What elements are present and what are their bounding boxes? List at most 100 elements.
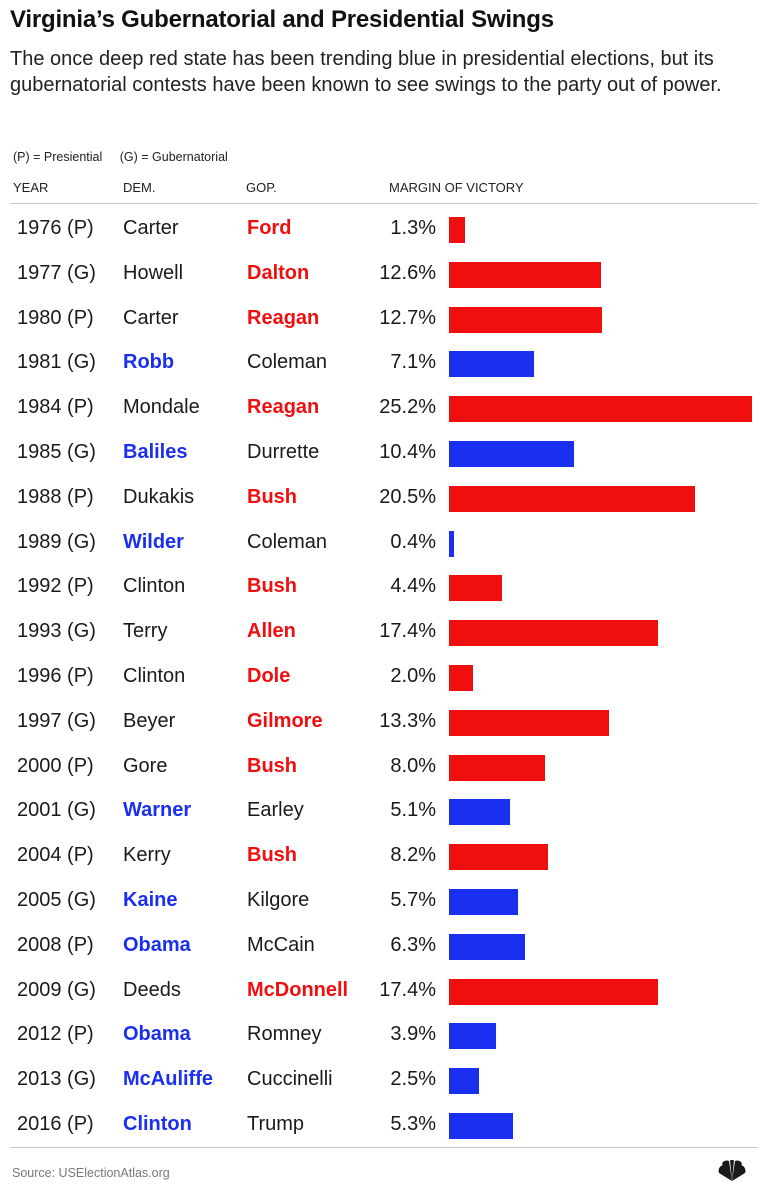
dem-candidate: Warner [123,799,192,822]
table-row: 2000 (P) Gore Bush 8.0% [0,744,760,789]
gop-candidate: Bush [247,485,297,508]
table-row: 1984 (P) Mondale Reagan 25.2% [0,385,760,430]
year-cell: 1992 (P) [17,575,94,598]
margin-bar [449,396,752,423]
footer-divider [10,1147,758,1148]
table-row: 2009 (G) Deeds McDonnell 17.4% [0,968,760,1013]
margin-label: 8.0% [390,754,436,777]
table-row: 1977 (G) Howell Dalton 12.6% [0,251,760,296]
margin-bar [449,665,474,691]
gop-candidate: Romney [247,1023,322,1046]
margin-bar [449,933,525,960]
table-row: 2016 (P) Clinton Trump 5.3% [0,1102,760,1147]
margin-bar [449,1023,496,1050]
margin-label: 5.7% [390,889,436,911]
margin-label: 0.4% [390,530,436,553]
year-cell: 1993 (G) [17,620,96,643]
margin-label: 8.2% [390,844,436,867]
table-row: 1992 (P) Clinton Bush 4.4% [0,564,760,609]
gop-candidate: Dole [247,665,291,687]
year-cell: 2001 (G) [17,799,96,822]
legend: (P) = Presiential (G) = Gubernatorial [13,150,228,164]
dem-candidate: Robb [123,351,175,374]
dem-candidate: Mondale [123,396,200,419]
gop-candidate: McDonnell [247,978,349,1001]
margin-bar [449,575,502,602]
margin-label: 12.7% [379,306,436,329]
table-row: 1997 (G) Beyer Gilmore 13.3% [0,699,760,744]
column-header-dem: DEM. [123,180,156,195]
dem-candidate: Kerry [123,844,171,867]
dem-candidate: Beyer [123,709,176,732]
margin-bar [449,799,511,826]
year-cell: 1984 (P) [17,396,94,419]
dem-candidate: Wilder [123,530,184,553]
gop-candidate: Gilmore [247,709,323,732]
table-row: 1993 (G) Terry Allen 17.4% [0,609,760,654]
gop-candidate: Reagan [247,396,320,419]
table-row: 2001 (G) Warner Earley 5.1% [0,788,760,833]
year-cell: 1977 (G) [17,261,96,284]
gop-candidate: Earley [247,799,304,822]
dem-candidate: Howell [123,261,184,284]
dem-candidate: Carter [123,217,179,239]
year-cell: 2012 (P) [17,1023,94,1046]
source-note: Source: USElectionAtlas.org [12,1166,170,1180]
gop-candidate: Reagan [247,306,320,329]
margin-bar [449,441,575,467]
dem-candidate: Kaine [123,889,178,911]
year-cell: 2005 (G) [17,889,96,911]
dem-candidate: Obama [123,1023,191,1046]
gop-candidate: Coleman [247,530,328,553]
column-header-gop: GOP. [246,180,277,195]
margin-label: 5.1% [390,799,436,822]
legend-presidential: (P) = Presiential [13,150,103,164]
gop-candidate: Coleman [247,351,328,374]
margin-label: 13.3% [379,709,436,732]
dem-candidate: Baliles [123,441,188,463]
table-row: 2012 (P) Obama Romney 3.9% [0,1012,760,1057]
table-row: 1981 (G) Robb Coleman 7.1% [0,340,760,385]
year-cell: 2016 (P) [17,1113,94,1135]
table-row: 2008 (P) Obama McCain 6.3% [0,923,760,968]
column-header-year: YEAR [13,180,49,195]
year-cell: 2013 (G) [17,1068,96,1091]
table-row: 1985 (G) Baliles Durrette 10.4% [0,430,760,475]
margin-bar [449,754,546,781]
margin-label: 4.4% [390,575,436,598]
margin-bar [449,485,696,512]
table-row: 1988 (P) Dukakis Bush 20.5% [0,475,760,520]
dem-candidate: Obama [123,933,191,956]
dem-candidate: Deeds [123,978,181,1001]
header-divider [10,203,758,204]
gop-candidate: Trump [247,1113,305,1135]
table-row: 2013 (G) McAuliffe Cuccinelli 2.5% [0,1057,760,1102]
gop-candidate: McCain [247,933,315,956]
dem-candidate: Clinton [123,1113,192,1135]
gop-candidate: Dalton [247,261,310,284]
table-row: 1976 (P) Carter Ford 1.3% [0,206,760,251]
column-header-margin: MARGIN OF VICTORY [389,180,524,195]
dem-candidate: McAuliffe [123,1068,213,1091]
dem-candidate: Terry [123,620,168,643]
table-row: 1980 (P) Carter Reagan 12.7% [0,296,760,341]
year-cell: 2008 (P) [17,933,94,956]
dem-candidate: Carter [123,306,179,329]
year-cell: 1985 (G) [17,441,96,463]
margin-label: 10.4% [379,441,436,463]
gop-candidate: Bush [247,844,297,867]
margin-bar [449,261,601,288]
table-row: 2005 (G) Kaine Kilgore 5.7% [0,878,760,923]
margin-bar [449,620,659,647]
margin-label: 3.9% [390,1023,436,1046]
year-cell: 1976 (P) [17,217,94,239]
margin-label: 17.4% [379,620,436,643]
dem-candidate: Clinton [123,665,186,687]
chart-title: Virginia’s Gubernatorial and Presidentia… [10,6,554,33]
margin-bar [449,1068,480,1095]
chart-subtitle: The once deep red state has been trendin… [10,48,722,96]
margin-bar [449,306,602,333]
legend-gubernatorial: (G) = Gubernatorial [119,150,228,164]
margin-label: 1.3% [390,217,436,239]
table-row: 1996 (P) Clinton Dole 2.0% [0,654,760,699]
